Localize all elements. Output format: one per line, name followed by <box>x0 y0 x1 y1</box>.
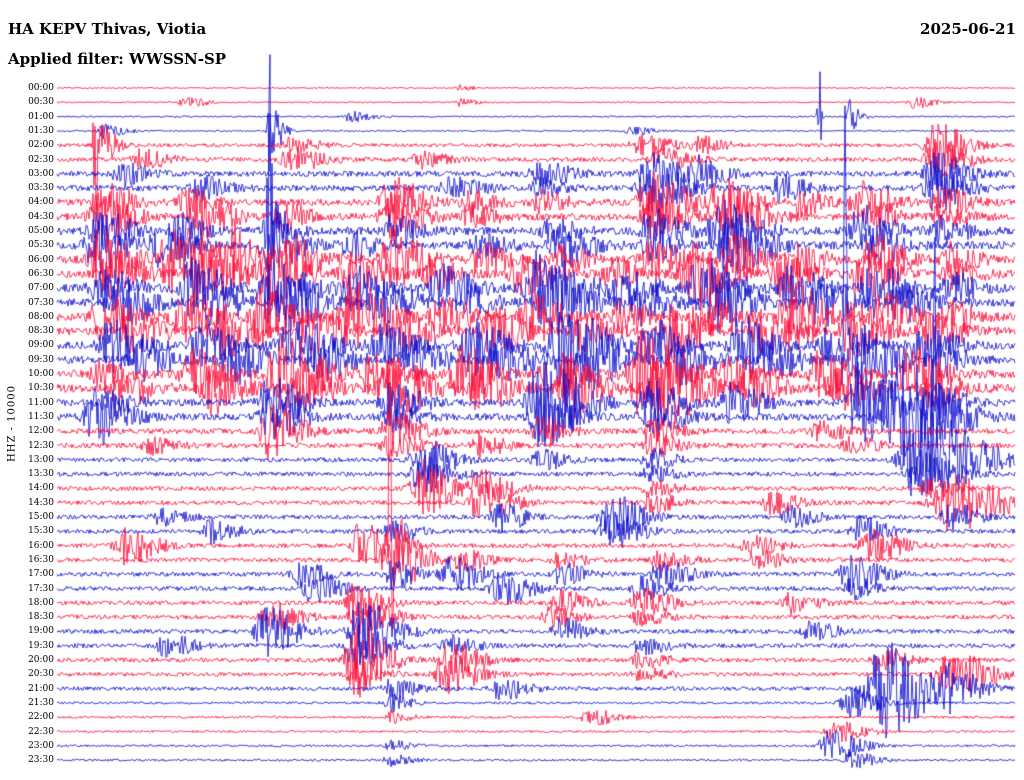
time-label-11:30: 11:30 <box>28 411 54 422</box>
time-label-21:30: 21:30 <box>28 697 54 708</box>
time-label-01:00: 01:00 <box>28 111 54 122</box>
time-label-15:30: 15:30 <box>28 526 54 537</box>
time-label-01:30: 01:30 <box>28 125 54 136</box>
time-label-03:00: 03:00 <box>28 168 54 179</box>
time-label-21:00: 21:00 <box>28 683 54 694</box>
time-label-17:00: 17:00 <box>28 569 54 580</box>
time-label-04:30: 04:30 <box>28 211 54 222</box>
time-label-16:30: 16:30 <box>28 554 54 565</box>
date-label: 2025-06-21 <box>920 20 1016 38</box>
time-label-13:00: 13:00 <box>28 454 54 465</box>
time-label-15:00: 15:00 <box>28 512 54 522</box>
time-label-20:30: 20:30 <box>28 669 54 680</box>
time-label-11:00: 11:00 <box>28 397 54 408</box>
time-label-08:30: 08:30 <box>28 326 54 337</box>
time-label-09:30: 09:30 <box>28 354 54 365</box>
time-label-14:00: 14:00 <box>28 483 54 494</box>
time-label-13:30: 13:30 <box>28 469 54 480</box>
time-label-18:30: 18:30 <box>28 612 54 623</box>
time-label-19:00: 19:00 <box>28 626 54 637</box>
time-label-07:30: 07:30 <box>28 297 54 308</box>
time-label-00:30: 00:30 <box>28 97 54 108</box>
time-label-10:00: 10:00 <box>28 369 54 379</box>
time-label-14:30: 14:30 <box>28 497 54 508</box>
time-label-23:00: 23:00 <box>28 740 54 751</box>
time-label-18:00: 18:00 <box>28 597 54 608</box>
time-label-20:00: 20:00 <box>28 655 54 665</box>
time-label-23:30: 23:30 <box>28 755 54 766</box>
time-label-06:00: 06:00 <box>28 254 54 265</box>
time-label-05:00: 05:00 <box>28 226 54 236</box>
time-label-08:00: 08:00 <box>28 311 54 322</box>
y-axis-channel-label: HHZ - 10000 <box>6 385 18 462</box>
time-label-10:30: 10:30 <box>28 383 54 394</box>
time-label-22:30: 22:30 <box>28 726 54 737</box>
time-label-03:30: 03:30 <box>28 183 54 194</box>
time-label-00:00: 00:00 <box>28 83 54 93</box>
time-label-06:30: 06:30 <box>28 268 54 279</box>
time-label-07:00: 07:00 <box>28 283 54 294</box>
time-label-12:00: 12:00 <box>28 426 54 437</box>
time-label-12:30: 12:30 <box>28 440 54 451</box>
time-label-16:00: 16:00 <box>28 540 54 551</box>
time-label-17:30: 17:30 <box>28 583 54 594</box>
filter-label: Applied filter: WWSSN-SP <box>8 50 227 68</box>
time-label-02:30: 02:30 <box>28 154 54 165</box>
time-label-22:00: 22:00 <box>28 712 54 723</box>
time-label-05:30: 05:30 <box>28 240 54 251</box>
time-label-04:00: 04:00 <box>28 197 54 208</box>
station-title: HA KEPV Thivas, Viotia <box>8 20 207 38</box>
time-label-02:00: 02:00 <box>28 140 54 151</box>
time-label-19:30: 19:30 <box>28 640 54 651</box>
time-label-09:00: 09:00 <box>28 340 54 351</box>
